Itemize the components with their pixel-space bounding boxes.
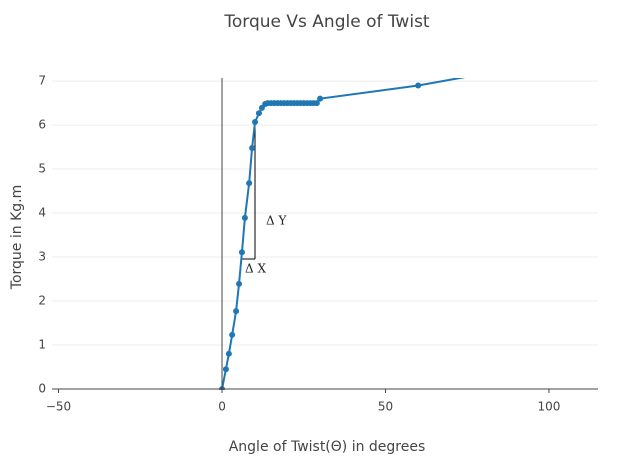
- data-point: [246, 180, 253, 187]
- y-tick-label: 3: [38, 250, 46, 264]
- data-point: [222, 366, 229, 373]
- data-point: [225, 350, 232, 357]
- y-tick-label: 4: [38, 206, 46, 220]
- data-point: [236, 280, 243, 287]
- delta-triangle: [242, 122, 256, 260]
- x-axis-label: Angle of Twist(Θ) in degrees: [229, 439, 426, 455]
- chart-title: Torque Vs Angle of Twist: [223, 12, 430, 32]
- x-tick-label: 50: [378, 400, 393, 414]
- y-tick-label: 1: [38, 338, 46, 352]
- y-tick-label: 5: [38, 162, 46, 176]
- data-point: [415, 82, 422, 89]
- y-tick-label: 6: [38, 118, 46, 132]
- y-tick-label: 7: [38, 74, 46, 88]
- annotation: Δ Y: [266, 214, 287, 228]
- data-point: [317, 95, 324, 102]
- x-tick-label: −50: [46, 400, 71, 414]
- data-point: [241, 214, 248, 221]
- y-axis-label: Torque in Kg.m: [9, 185, 25, 290]
- data-point: [513, 65, 519, 71]
- y-tick-label: 0: [38, 382, 46, 396]
- y-tick-label: 2: [38, 294, 46, 308]
- grid: [52, 80, 598, 390]
- data-line: [221, 78, 466, 390]
- data-point: [249, 144, 256, 151]
- data-point: [313, 100, 320, 107]
- data-point: [238, 249, 245, 256]
- data-point: [252, 118, 259, 125]
- data-point: [233, 308, 240, 315]
- x-tick-label: 0: [218, 400, 226, 414]
- data-point: [229, 331, 236, 338]
- annotation: Δ X: [245, 262, 266, 276]
- x-tick-label: 100: [538, 400, 561, 414]
- data-point: [258, 104, 265, 111]
- plot-area: [219, 65, 519, 390]
- data-point: [255, 110, 262, 117]
